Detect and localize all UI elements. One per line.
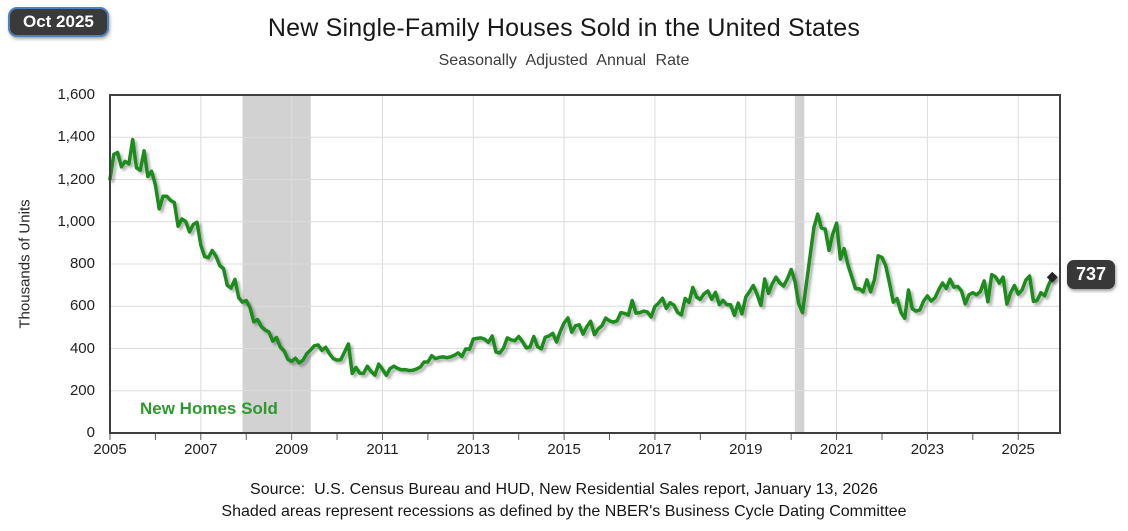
y-tick-label: 1,200 (57, 170, 95, 188)
x-tick-label: 2021 (819, 441, 854, 458)
plot-border (109, 94, 1061, 434)
x-tick-label: 2005 (93, 441, 127, 458)
latest-value-label: 737 (1076, 264, 1107, 285)
chart-title: New Single-Family Houses Sold in the Uni… (267, 14, 861, 42)
new-homes-sold-line (108, 137, 1055, 378)
series-label: New Homes Sold (140, 399, 278, 418)
date-badge: Oct 2025 (8, 7, 109, 37)
x-tick-label: 2025 (1001, 441, 1035, 458)
y-tick-label: 0 (86, 424, 95, 441)
source-line-1: Source: U.S. Census Bureau and HUD, New … (250, 481, 878, 498)
y-tick-label: 1,000 (57, 212, 95, 230)
source-line-2: Shaded areas represent recessions as def… (221, 503, 907, 520)
x-tick-label: 2013 (456, 441, 490, 458)
x-tick-label: 2015 (547, 441, 581, 458)
x-tick-label: 2017 (638, 441, 672, 458)
y-tick-label: 1,400 (57, 128, 95, 146)
y-tick-label: 200 (69, 381, 95, 399)
y-tick-label: 400 (69, 339, 95, 357)
end-marker-icon (1046, 271, 1058, 283)
y-tick-label: 600 (69, 297, 95, 315)
y-tick-label: 800 (69, 255, 95, 272)
x-tick-label: 2019 (729, 441, 763, 458)
date-badge-label: Oct 2025 (23, 12, 94, 31)
y-tick-label: 1,600 (57, 86, 95, 103)
x-tick-label: 2011 (366, 441, 399, 458)
latest-value-badge: 737 (1067, 260, 1116, 290)
x-tick-label: 2009 (274, 441, 309, 458)
x-tick-label: 2023 (910, 441, 945, 458)
chart-subtitle: Seasonally Adjusted Annual Rate (438, 52, 690, 69)
x-tick-label: 2007 (184, 441, 218, 458)
